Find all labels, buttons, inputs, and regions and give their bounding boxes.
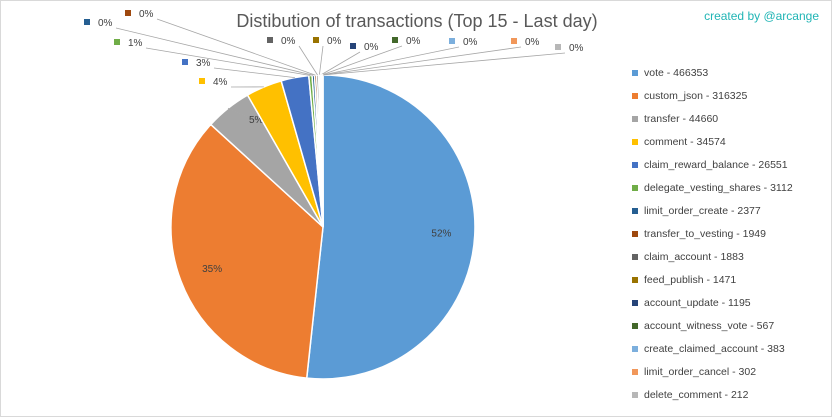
callout-swatch-feed-publish: [313, 37, 319, 43]
legend-label: account_witness_vote - 567: [644, 320, 774, 332]
callout-swatch-delegate-vesting-shares: [114, 39, 120, 45]
legend-item-claim-account: claim_account - 1883: [632, 245, 793, 268]
callout-swatch-claim-account: [267, 37, 273, 43]
slice-label-transfer-to-vesting: 0%: [139, 9, 154, 20]
legend-label: limit_order_cancel - 302: [644, 366, 756, 378]
legend-label: vote - 466353: [644, 67, 708, 79]
legend-swatch: [632, 277, 638, 283]
legend-item-transfer: transfer - 44660: [632, 107, 793, 130]
legend-swatch: [632, 323, 638, 329]
slice-label-account-witness-vote: 0%: [406, 36, 421, 47]
legend-label: delete_comment - 212: [644, 389, 748, 401]
callout-swatch-create-claimed-account: [449, 38, 455, 44]
legend-item-account-update: account_update - 1195: [632, 291, 793, 314]
legend-label: transfer - 44660: [644, 113, 718, 125]
legend-label: custom_json - 316325: [644, 90, 747, 102]
callout-swatch-limit-order-create: [84, 19, 90, 25]
legend-label: create_claimed_account - 383: [644, 343, 785, 355]
legend-label: limit_order_create - 2377: [644, 205, 761, 217]
slice-label-limit-order-create: 0%: [98, 18, 113, 29]
slice-label-feed-publish: 0%: [327, 36, 342, 47]
callout-swatch-account-witness-vote: [392, 37, 398, 43]
legend-item-comment: comment - 34574: [632, 130, 793, 153]
legend-item-claim-reward-balance: claim_reward_balance - 26551: [632, 153, 793, 176]
legend-swatch: [632, 369, 638, 375]
callout-swatch-transfer-to-vesting: [125, 10, 131, 16]
legend-swatch: [632, 162, 638, 168]
legend-label: delegate_vesting_shares - 3112: [644, 182, 793, 194]
leader-line-delegate-vesting-shares: [146, 48, 310, 76]
legend-label: comment - 34574: [644, 136, 726, 148]
legend-label: feed_publish - 1471: [644, 274, 736, 286]
legend-swatch: [632, 208, 638, 214]
slice-label-limit-order-cancel: 0%: [525, 37, 540, 48]
callout-swatch-account-update: [350, 43, 356, 49]
legend-swatch: [632, 346, 638, 352]
legend-swatch: [632, 116, 638, 122]
legend-item-create-claimed-account: create_claimed_account - 383: [632, 337, 793, 360]
pie-slice-vote: [307, 75, 475, 379]
slice-label-delete-comment: 0%: [569, 43, 584, 54]
callout-swatch-claim-reward-balance: [182, 59, 188, 65]
legend-swatch: [632, 139, 638, 145]
leader-line-create-claimed-account: [322, 47, 459, 75]
legend-label: transfer_to_vesting - 1949: [644, 228, 766, 240]
leader-line-transfer-to-vesting: [157, 19, 316, 75]
leader-line-limit-order-cancel: [323, 47, 521, 75]
legend: vote - 466353 custom_json - 316325 transfe…: [632, 61, 793, 406]
legend-swatch: [632, 392, 638, 398]
legend-item-feed-publish: feed_publish - 1471: [632, 268, 793, 291]
leader-line-claim-account: [299, 46, 318, 75]
legend-swatch: [632, 254, 638, 260]
leader-line-delete-comment: [323, 53, 565, 75]
leader-line-account-witness-vote: [322, 46, 402, 75]
slice-label-create-claimed-account: 0%: [463, 37, 478, 48]
legend-item-limit-order-cancel: limit_order_cancel - 302: [632, 360, 793, 383]
legend-swatch: [632, 93, 638, 99]
legend-label: claim_reward_balance - 26551: [644, 159, 788, 171]
legend-swatch: [632, 300, 638, 306]
legend-item-vote: vote - 466353: [632, 61, 793, 84]
legend-swatch: [632, 185, 638, 191]
legend-item-account-witness-vote: account_witness_vote - 567: [632, 314, 793, 337]
legend-item-delete-comment: delete_comment - 212: [632, 383, 793, 406]
callout-swatch-comment: [199, 78, 205, 84]
callout-swatch-limit-order-cancel: [511, 38, 517, 44]
callout-swatch-delete-comment: [555, 44, 561, 50]
slice-label-account-update: 0%: [364, 42, 379, 53]
legend-label: claim_account - 1883: [644, 251, 744, 263]
legend-label: account_update - 1195: [644, 297, 751, 309]
legend-swatch: [632, 231, 638, 237]
legend-item-limit-order-create: limit_order_create - 2377: [632, 199, 793, 222]
slice-label-delegate-vesting-shares: 1%: [128, 38, 143, 49]
slice-label-claim-reward-balance: 3%: [196, 58, 211, 69]
callout-swatch-transfer: [235, 116, 241, 122]
slice-label-claim-account: 0%: [281, 36, 296, 47]
legend-item-custom-json: custom_json - 316325: [632, 84, 793, 107]
slice-label-vote: 52%: [431, 228, 451, 239]
leader-line-feed-publish: [319, 46, 323, 75]
legend-item-transfer-to-vesting: transfer_to_vesting - 1949: [632, 222, 793, 245]
slice-label-comment: 4%: [213, 77, 228, 88]
legend-swatch: [632, 70, 638, 76]
slice-label-custom-json: 35%: [202, 264, 222, 275]
legend-item-delegate-vesting-shares: delegate_vesting_shares - 3112: [632, 176, 793, 199]
